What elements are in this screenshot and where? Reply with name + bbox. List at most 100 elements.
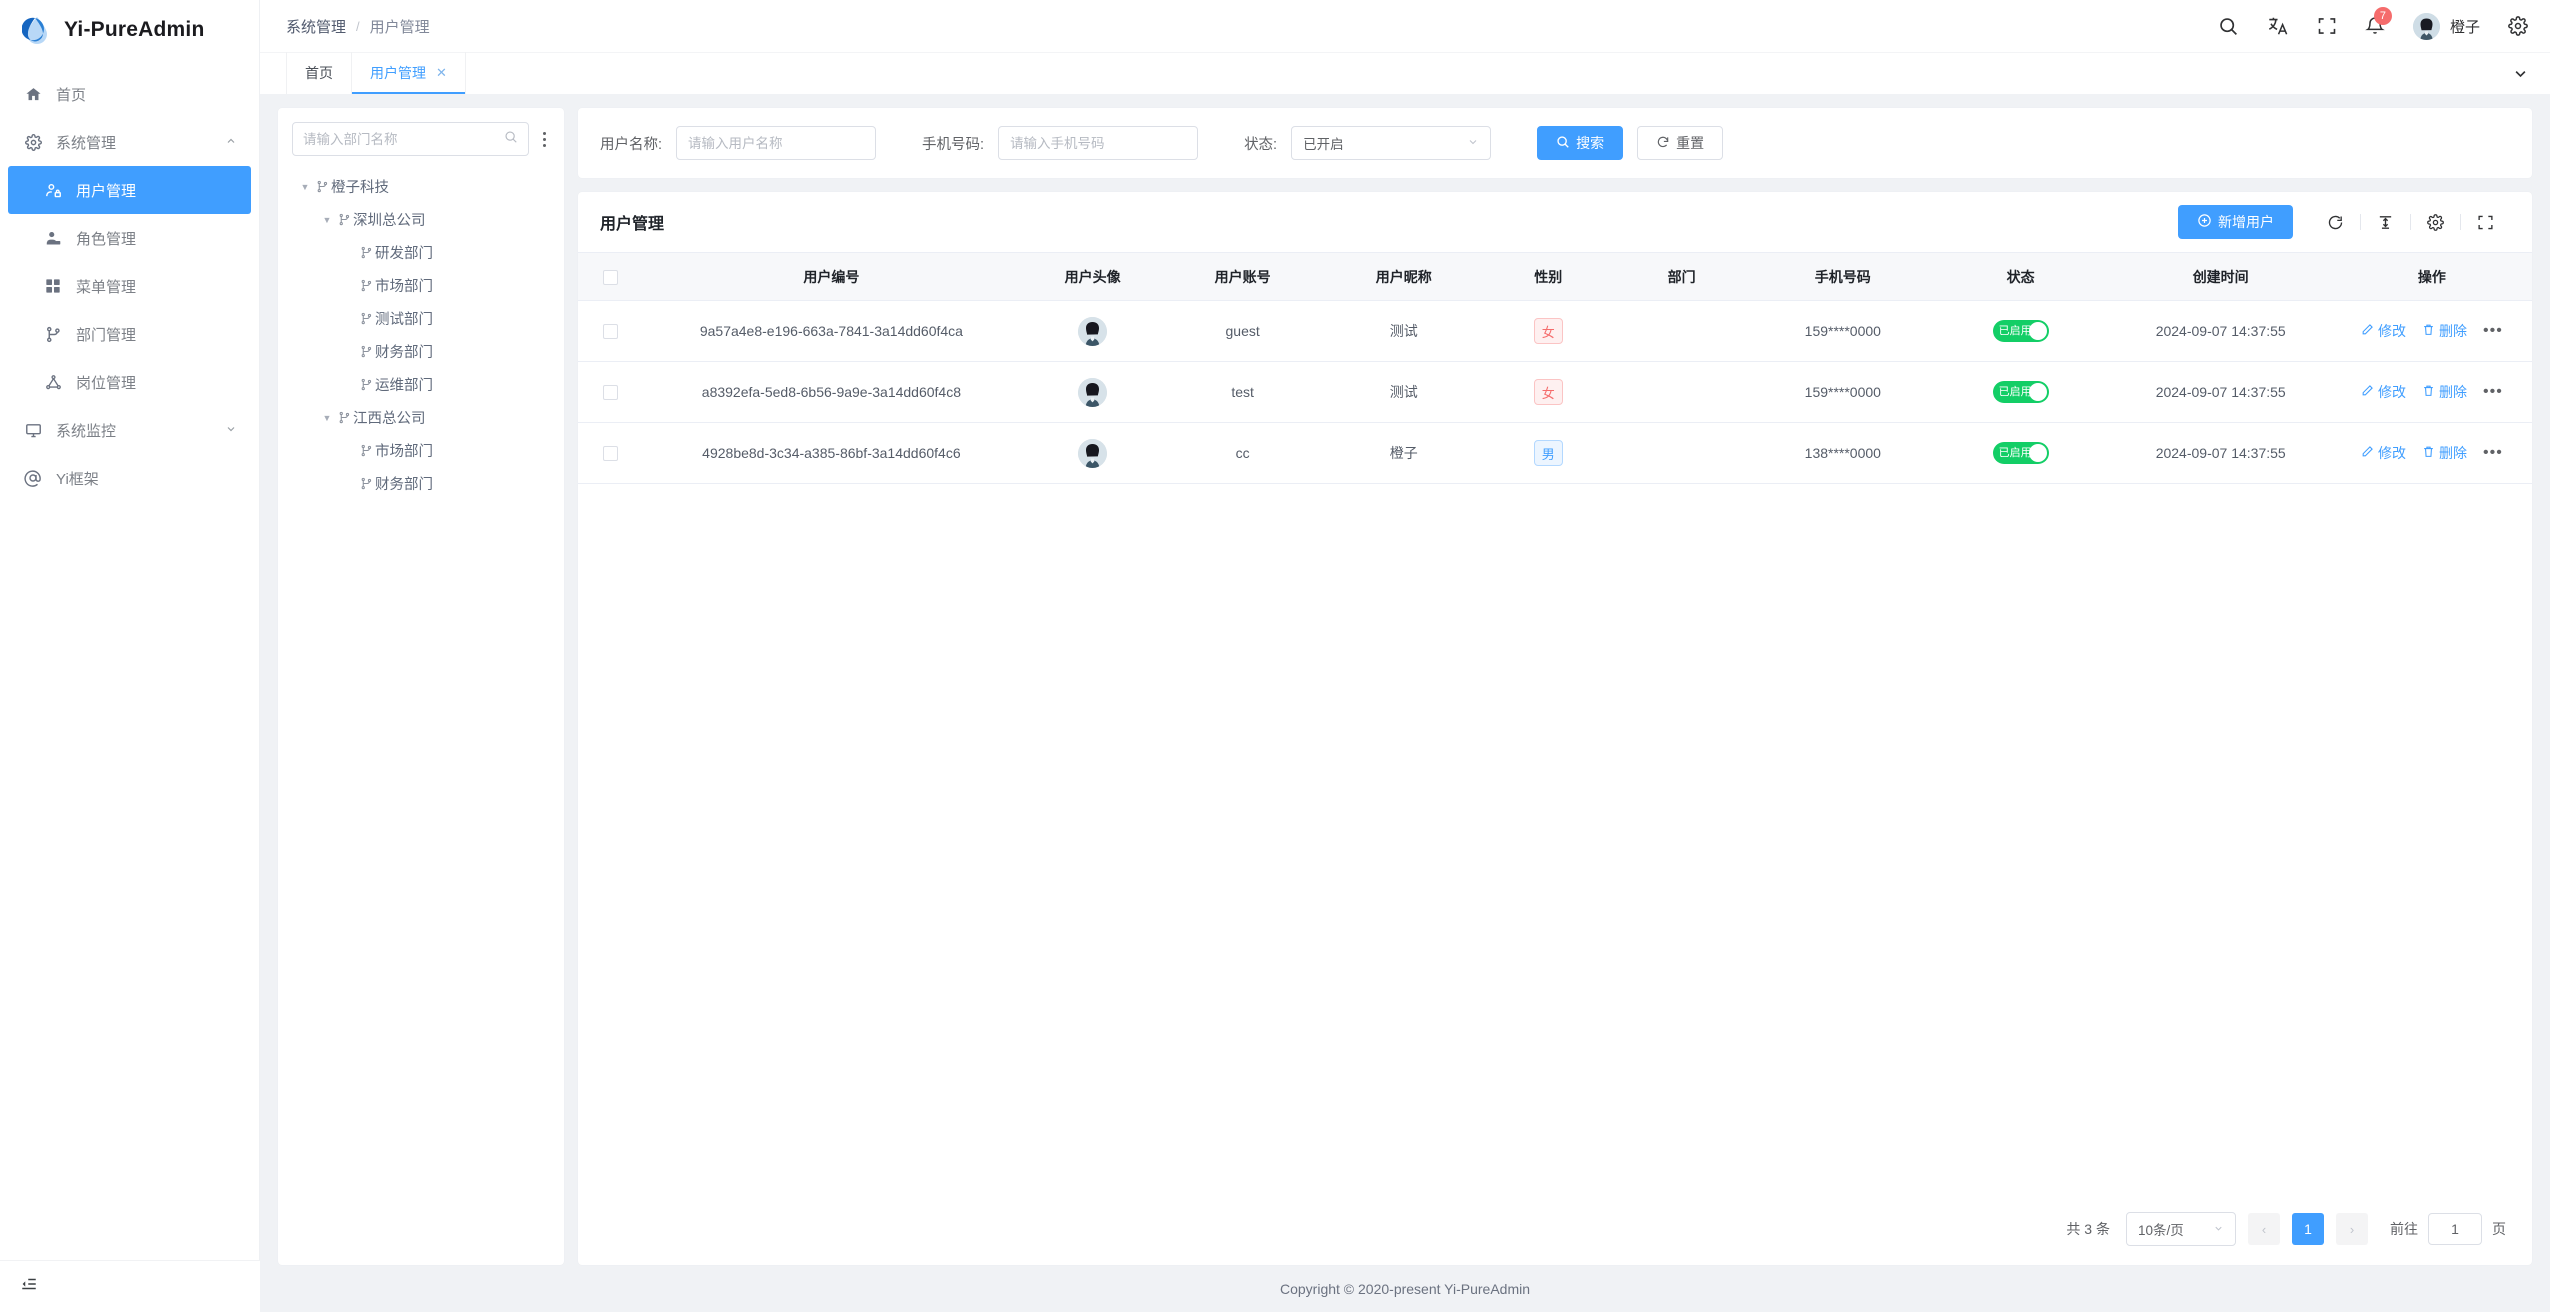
- more-horizontal-icon[interactable]: •••: [2483, 383, 2503, 400]
- more-horizontal-icon[interactable]: •••: [2483, 444, 2503, 461]
- edit-button[interactable]: 修改: [2361, 321, 2406, 341]
- breadcrumb-item-2[interactable]: 用户管理: [369, 18, 430, 36]
- branch-icon: [360, 345, 373, 358]
- search-button[interactable]: 搜索: [1537, 126, 1624, 160]
- dept-search-box[interactable]: [292, 122, 529, 156]
- branch-icon: [360, 444, 373, 457]
- select-all-checkbox[interactable]: [602, 269, 618, 285]
- row-checkbox[interactable]: [602, 446, 618, 462]
- density-icon[interactable]: [2361, 214, 2410, 231]
- sidebar-collapse-icon: [20, 1275, 38, 1298]
- sidebar-item-post-management[interactable]: 岗位管理: [0, 358, 259, 406]
- jump-prefix-label: 前往: [2390, 1221, 2418, 1237]
- user-menu[interactable]: 橙子: [2412, 12, 2480, 40]
- refresh-icon[interactable]: [2311, 214, 2360, 231]
- add-user-button[interactable]: 新增用户: [2178, 205, 2293, 239]
- brand-logo[interactable]: Yi-PureAdmin: [0, 4, 259, 56]
- branch-icon: [316, 180, 329, 193]
- sidebar-item-yi-framework[interactable]: Yi框架: [0, 454, 259, 502]
- caret-expanded-icon[interactable]: ▼: [322, 412, 332, 423]
- tree-node[interactable]: 研发部门: [292, 236, 552, 269]
- status-select-value: 已开启: [1303, 137, 1344, 152]
- table-body: 9a57a4e8-e196-663a-7841-3a14dd60f4ca gue…: [578, 300, 2532, 484]
- prev-page-button[interactable]: ‹: [2248, 1213, 2280, 1245]
- status-toggle-label: 已启用: [1998, 324, 2032, 337]
- tree-node[interactable]: 财务部门: [292, 335, 552, 368]
- table-row[interactable]: 4928be8d-3c34-a385-86bf-3a14dd60f4c6 cc …: [578, 422, 2532, 484]
- tree-node[interactable]: 市场部门: [292, 269, 552, 302]
- sidebar-collapse-button[interactable]: [0, 1260, 260, 1312]
- sidebar-item-monitor[interactable]: 系统监控: [0, 406, 259, 454]
- jump-page-input[interactable]: 1: [2428, 1213, 2482, 1245]
- caret-expanded-icon[interactable]: ▼: [300, 181, 310, 192]
- tree-node-label: 深圳总公司: [353, 213, 426, 229]
- footer: Copyright © 2020-present Yi-PureAdmin: [260, 1265, 2550, 1312]
- row-checkbox[interactable]: [602, 385, 618, 401]
- delete-button[interactable]: 删除: [2422, 382, 2467, 402]
- search-icon[interactable]: [2218, 16, 2239, 37]
- cell-account: test: [1164, 361, 1321, 423]
- column-settings-icon[interactable]: [2411, 213, 2460, 231]
- dept-search-input[interactable]: [303, 131, 498, 147]
- search-button-label: 搜索: [1576, 135, 1605, 151]
- phone-input[interactable]: [1010, 135, 1187, 151]
- gear-icon: [22, 133, 44, 151]
- branch-icon: [360, 246, 373, 259]
- pencil-icon: [2361, 445, 2374, 461]
- fullscreen-icon[interactable]: [2317, 16, 2337, 36]
- tree-node[interactable]: 财务部门: [292, 467, 552, 500]
- close-icon[interactable]: ✕: [436, 65, 447, 80]
- row-checkbox-cell: [578, 300, 643, 362]
- sidebar-item-home[interactable]: 首页: [0, 70, 259, 118]
- sidebar-item-label: Yi框架: [56, 470, 99, 488]
- next-page-button[interactable]: ›: [2336, 1213, 2368, 1245]
- bell-icon[interactable]: 7: [2365, 7, 2392, 36]
- plus-circle-icon: [2197, 213, 2212, 231]
- status-select[interactable]: 已开启: [1291, 126, 1492, 160]
- tree-node[interactable]: 运维部门: [292, 368, 552, 401]
- sidebar-item-role-management[interactable]: 角色管理: [0, 214, 259, 262]
- table-row[interactable]: 9a57a4e8-e196-663a-7841-3a14dd60f4ca gue…: [578, 300, 2532, 362]
- page-size-select[interactable]: 10条/页: [2126, 1212, 2236, 1246]
- user-avatar: [1078, 377, 1108, 407]
- status-toggle[interactable]: 已启用: [1992, 381, 2049, 403]
- tree-node[interactable]: ▼ 江西总公司: [292, 401, 552, 434]
- tab-home[interactable]: 首页: [286, 52, 352, 94]
- cell-nickname: 橙子: [1320, 422, 1488, 484]
- tree-node[interactable]: 市场部门: [292, 434, 552, 467]
- gear-icon[interactable]: [2508, 16, 2528, 36]
- tree-node[interactable]: 测试部门: [292, 302, 552, 335]
- sidebar-item-menu-management[interactable]: 菜单管理: [0, 262, 259, 310]
- more-vertical-icon[interactable]: [537, 128, 552, 151]
- username-input[interactable]: [688, 135, 865, 151]
- status-toggle[interactable]: 已启用: [1992, 320, 2049, 342]
- sidebar-item-user-management[interactable]: 用户管理: [8, 166, 251, 214]
- sidebar-item-system[interactable]: 系统管理: [0, 118, 259, 166]
- reset-button[interactable]: 重置: [1637, 126, 1724, 160]
- delete-button[interactable]: 删除: [2422, 443, 2467, 463]
- phone-input-wrap[interactable]: [998, 126, 1199, 160]
- status-toggle-label: 已启用: [1998, 385, 2032, 398]
- page-number-1[interactable]: 1: [2292, 1213, 2324, 1245]
- sidebar-item-dept-management[interactable]: 部门管理: [0, 310, 259, 358]
- tree-node[interactable]: ▼ 橙子科技: [292, 170, 552, 203]
- edit-button[interactable]: 修改: [2361, 443, 2406, 463]
- row-checkbox[interactable]: [602, 324, 618, 340]
- edit-button[interactable]: 修改: [2361, 382, 2406, 402]
- tab-user-management[interactable]: 用户管理 ✕: [351, 52, 466, 94]
- status-label: 状态:: [1244, 136, 1278, 153]
- caret-expanded-icon[interactable]: ▼: [322, 214, 332, 225]
- tree-node[interactable]: ▼ 深圳总公司: [292, 203, 552, 236]
- delete-button[interactable]: 删除: [2422, 321, 2467, 341]
- translate-icon[interactable]: [2267, 15, 2289, 37]
- chevron-down-icon[interactable]: [2491, 52, 2550, 94]
- page-size-value: 10条/页: [2138, 1223, 2184, 1238]
- more-horizontal-icon[interactable]: •••: [2483, 322, 2503, 339]
- table-row[interactable]: a8392efa-5ed8-6b56-9a9e-3a14dd60f4c8 tes…: [578, 361, 2532, 423]
- status-toggle[interactable]: 已启用: [1992, 442, 2049, 464]
- fullscreen-icon[interactable]: [2461, 214, 2510, 231]
- breadcrumb-item-1[interactable]: 系统管理: [286, 18, 347, 36]
- cell-avatar: [1020, 361, 1165, 423]
- toggle-knob: [2028, 383, 2047, 401]
- username-input-wrap[interactable]: [676, 126, 877, 160]
